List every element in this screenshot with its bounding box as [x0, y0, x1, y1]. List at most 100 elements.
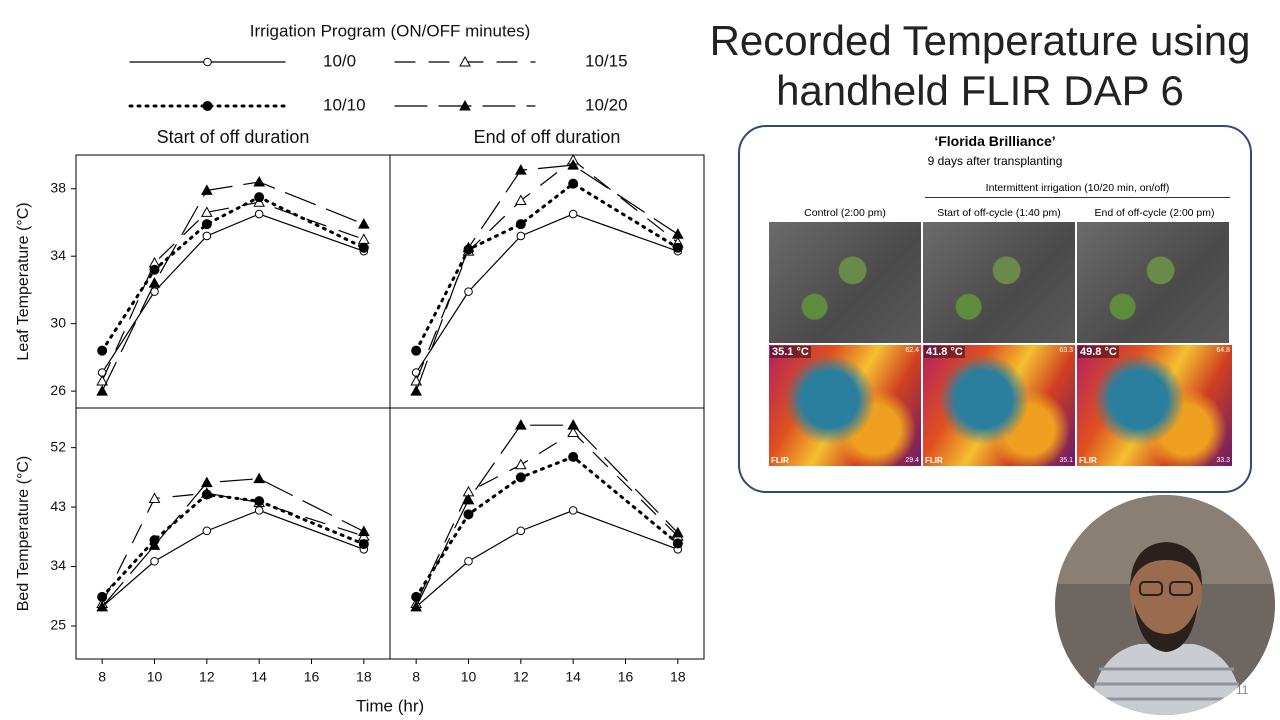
x-axis-label: Time (hr): [356, 696, 424, 715]
marker: [568, 209, 578, 219]
temp-label: 49.8 °C: [1078, 346, 1119, 358]
legend-marker: [203, 57, 212, 67]
series-line: [415, 424, 679, 608]
series-line: [415, 159, 679, 382]
marker: [97, 345, 108, 356]
x-tick-label: 18: [670, 669, 686, 685]
marker: [514, 458, 527, 470]
marker: [200, 184, 213, 195]
series-line: [101, 492, 365, 605]
series-line: [415, 164, 679, 392]
marker: [671, 228, 684, 239]
marker: [200, 206, 213, 217]
marker: [150, 556, 159, 566]
min-label: 33.3: [1216, 457, 1230, 464]
marker: [568, 178, 579, 189]
x-tick-label: 12: [199, 669, 215, 685]
x-tick-label: 10: [461, 669, 477, 685]
series-line: [415, 213, 679, 374]
brand: FLIR: [925, 456, 943, 465]
y-axis-label: Bed Temperature (°C): [15, 456, 32, 612]
marker: [254, 209, 264, 219]
chart: Irrigation Program (ON/OFF minutes) Time…: [15, 21, 705, 715]
x-tick-label: 14: [565, 669, 581, 685]
thermal-image: 41.8 °C 63.3 35.1 FLIR: [923, 345, 1075, 466]
figure-title: ‘Florida Brilliance’: [934, 133, 1056, 149]
marker: [201, 489, 212, 500]
y-tick-label: 26: [50, 382, 66, 398]
y-tick-label: 38: [50, 179, 66, 195]
marker: [515, 472, 526, 483]
x-tick-label: 16: [618, 669, 634, 685]
slide-number: 11: [1236, 683, 1249, 697]
temp-label: 41.8 °C: [924, 346, 965, 358]
plot-frame: [389, 407, 705, 660]
x-tick-label: 10: [147, 669, 163, 685]
figure-panel: ‘Florida Brilliance’ 9 days after transp…: [738, 125, 1252, 493]
temp-label: 35.1 °C: [770, 346, 811, 358]
panel-label: Control (2:00 pm): [804, 207, 886, 219]
series-line: [101, 181, 365, 392]
brand: FLIR: [771, 456, 789, 465]
plot-frame: [389, 154, 705, 409]
max-label: 64.8: [1216, 347, 1230, 354]
figure-subtitle: 9 days after transplanting: [927, 154, 1063, 168]
legend-label: 10/20: [585, 95, 628, 114]
y-tick-label: 43: [50, 498, 66, 514]
photo: [769, 222, 921, 343]
legend-marker: [202, 101, 213, 111]
min-label: 29.4: [905, 457, 919, 464]
marker: [200, 476, 213, 488]
panel-label: Start of off-cycle (1:40 pm): [937, 207, 1061, 219]
photo: [1077, 222, 1229, 343]
marker: [462, 493, 475, 505]
marker: [96, 374, 109, 386]
marker: [254, 192, 265, 203]
marker: [567, 419, 580, 430]
series-line: [101, 478, 365, 608]
series-line: [100, 195, 366, 353]
thermal-image: 35.1 °C 62.4 29.4 FLIR: [769, 345, 921, 466]
x-tick-label: 8: [412, 669, 420, 685]
marker: [514, 419, 527, 430]
slide-title: Recorded Temperature using handheld FLIR…: [709, 17, 1251, 114]
marker: [568, 506, 578, 515]
y-tick-label: 30: [50, 314, 66, 330]
marker: [148, 492, 161, 503]
panel-title: Start of off duration: [157, 127, 310, 147]
y-axis-label: Leaf Temperature (°C): [15, 202, 32, 360]
marker: [358, 242, 369, 253]
marker: [202, 231, 212, 241]
marker: [149, 264, 160, 275]
marker: [254, 496, 265, 507]
x-tick-label: 14: [251, 669, 267, 685]
marker: [253, 472, 266, 484]
marker: [515, 219, 526, 230]
marker: [96, 600, 109, 612]
plot-frame: [75, 407, 391, 660]
marker: [516, 231, 526, 241]
marker: [357, 218, 370, 229]
legend-marker: [459, 99, 471, 111]
photo: [923, 222, 1075, 343]
x-tick-label: 8: [98, 669, 106, 685]
marker: [671, 526, 684, 538]
marker: [358, 539, 369, 550]
marker: [568, 451, 579, 462]
marker: [462, 241, 475, 253]
marker: [202, 526, 212, 536]
x-tick-label: 18: [356, 669, 372, 685]
marker: [672, 538, 683, 549]
marker: [411, 345, 422, 356]
marker: [357, 233, 370, 244]
x-tick-label: 16: [304, 669, 320, 685]
marker: [253, 175, 266, 187]
marker: [514, 164, 527, 175]
marker: [410, 600, 423, 612]
max-label: 63.3: [1059, 347, 1073, 354]
min-label: 35.1: [1059, 457, 1073, 464]
marker: [567, 426, 580, 437]
marker: [463, 509, 474, 520]
marker: [410, 385, 423, 396]
